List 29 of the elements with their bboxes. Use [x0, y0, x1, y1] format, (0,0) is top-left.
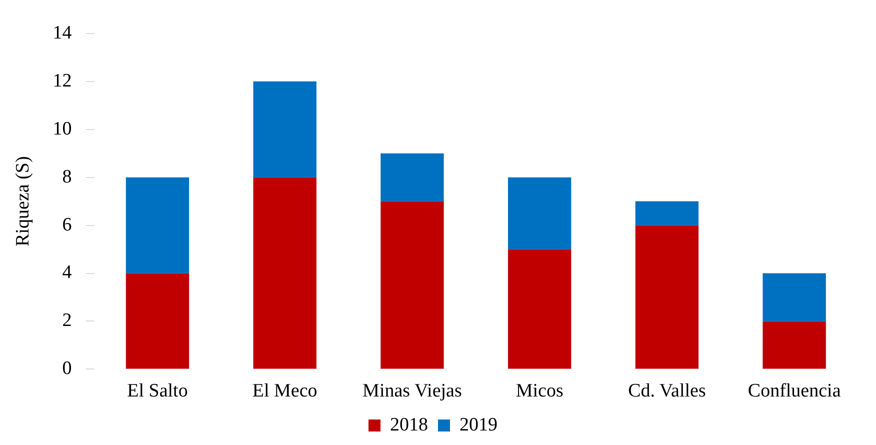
bar	[380, 201, 444, 369]
y-tick-label: 2	[62, 310, 72, 332]
bar	[635, 201, 699, 226]
bar	[635, 225, 699, 369]
y-tick-label: 10	[52, 118, 72, 140]
y-axis-title: Riqueza (S)	[12, 156, 34, 246]
bar	[253, 177, 316, 369]
y-tick-label: 0	[62, 358, 72, 380]
x-tick-label: Cd. Valles	[628, 380, 706, 402]
y-tick-label: 12	[52, 70, 72, 92]
x-tick-label: El Salto	[127, 380, 188, 402]
y-tick-label: 8	[62, 166, 72, 188]
legend-label: 2018	[390, 414, 428, 436]
y-tick-label: 6	[62, 214, 72, 236]
bar	[508, 177, 572, 250]
y-tick-label: 4	[62, 262, 72, 284]
bar	[762, 273, 826, 322]
x-tick-label: Confluencia	[748, 380, 842, 402]
x-tick-label: El Meco	[252, 380, 318, 402]
bar	[380, 153, 444, 202]
y-tick-label: 14	[52, 22, 72, 44]
bar	[126, 177, 190, 274]
bar	[126, 273, 190, 369]
bar	[253, 81, 316, 178]
x-tick-label: Micos	[516, 380, 564, 402]
bar	[508, 249, 572, 369]
legend-label: 2019	[460, 414, 498, 436]
x-tick-label: Minas Viejas	[362, 380, 462, 402]
bar	[762, 321, 826, 369]
